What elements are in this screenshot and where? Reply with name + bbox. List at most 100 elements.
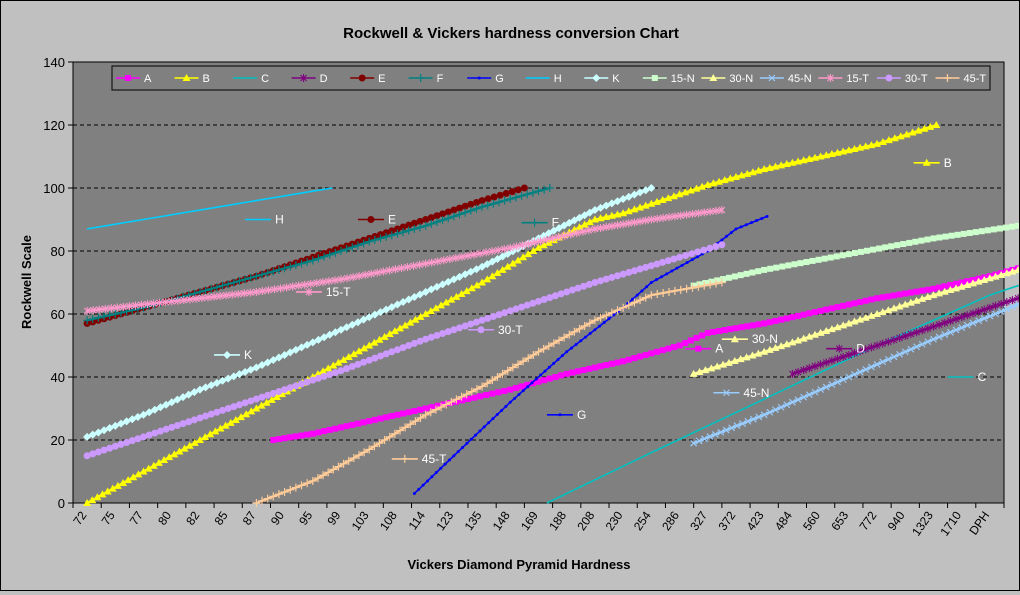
data-point (930, 235, 937, 242)
data-point (456, 204, 464, 212)
data-point (329, 465, 338, 474)
data-point (387, 303, 396, 312)
data-point (180, 444, 189, 452)
data-point (696, 255, 700, 259)
data-point (289, 282, 297, 291)
data-point (890, 353, 898, 361)
data-point (416, 312, 425, 320)
data-point (262, 398, 271, 406)
data-point (552, 361, 556, 365)
data-point (546, 294, 554, 302)
data-point (518, 383, 525, 390)
legend-key-marker (943, 74, 952, 82)
data-point (439, 466, 443, 470)
data-point (664, 287, 673, 296)
data-point (930, 322, 937, 331)
data-point (642, 216, 650, 225)
x-tick-label: DPH (966, 509, 992, 538)
data-point (393, 225, 401, 233)
data-point (625, 219, 633, 228)
data-point (706, 280, 715, 289)
legend-label: 15-T (846, 73, 869, 85)
legend-key-marker (358, 74, 366, 82)
data-point (134, 470, 143, 478)
data-point (641, 201, 650, 209)
data-point (196, 414, 204, 422)
data-point (89, 450, 97, 458)
data-point (783, 401, 791, 409)
x-tick-label: 286 (659, 508, 682, 533)
data-point (500, 196, 509, 205)
data-point (396, 324, 405, 332)
data-point (455, 272, 464, 281)
data-point (264, 391, 272, 399)
data-point (337, 367, 345, 375)
data-point (283, 283, 290, 292)
data-point (175, 447, 184, 455)
data-point (755, 321, 762, 328)
data-point (216, 292, 224, 300)
data-point (343, 423, 350, 430)
data-point (675, 266, 679, 270)
data-point (978, 228, 985, 235)
data-point (506, 307, 514, 315)
legend-label: K (612, 73, 620, 85)
data-point (721, 327, 728, 334)
legend-item-45-n: 45-N (759, 73, 812, 85)
legend-item-30-t: 30-T (876, 73, 928, 85)
data-point (444, 328, 452, 336)
data-point (259, 287, 266, 296)
data-point (365, 445, 374, 454)
x-tick-label: 103 (349, 508, 372, 533)
legend-label: E (378, 73, 385, 85)
data-point (730, 356, 739, 364)
data-point (503, 262, 512, 270)
data-point (773, 264, 780, 271)
data-point (722, 426, 730, 434)
data-point (990, 226, 997, 233)
data-point (286, 348, 295, 357)
data-point (681, 188, 690, 196)
data-point (94, 313, 103, 322)
data-point (701, 435, 708, 443)
data-point (625, 356, 632, 363)
series-15-n (690, 222, 1020, 289)
inline-label-text: K (244, 348, 252, 362)
data-point (490, 193, 498, 201)
data-point (653, 348, 660, 355)
data-point (162, 400, 171, 409)
data-point (963, 311, 971, 320)
data-point (461, 322, 469, 330)
data-point (470, 250, 478, 259)
series-45-t (252, 278, 726, 507)
data-point (659, 289, 668, 297)
data-point (720, 238, 724, 242)
data-point (658, 195, 667, 203)
data-point (501, 309, 509, 317)
data-point (502, 189, 510, 197)
data-point (343, 274, 351, 283)
data-point (150, 405, 159, 414)
data-point (95, 305, 103, 314)
data-point (608, 360, 615, 367)
data-point (231, 415, 240, 423)
data-point (286, 384, 294, 392)
data-point (507, 386, 514, 393)
data-point (344, 456, 353, 465)
data-point (664, 257, 672, 265)
data-point (645, 285, 649, 289)
data-point (619, 209, 628, 217)
data-point (309, 376, 317, 384)
data-point (434, 402, 441, 409)
data-point (913, 328, 920, 337)
inline-label-30-t: 30-T (467, 323, 523, 337)
data-point (508, 363, 517, 372)
data-point (729, 231, 733, 235)
data-point (307, 279, 315, 288)
data-point (1014, 265, 1020, 273)
data-point (689, 209, 696, 218)
data-point (280, 487, 289, 496)
data-point (380, 332, 389, 340)
data-point (636, 296, 645, 305)
data-point (573, 229, 581, 237)
